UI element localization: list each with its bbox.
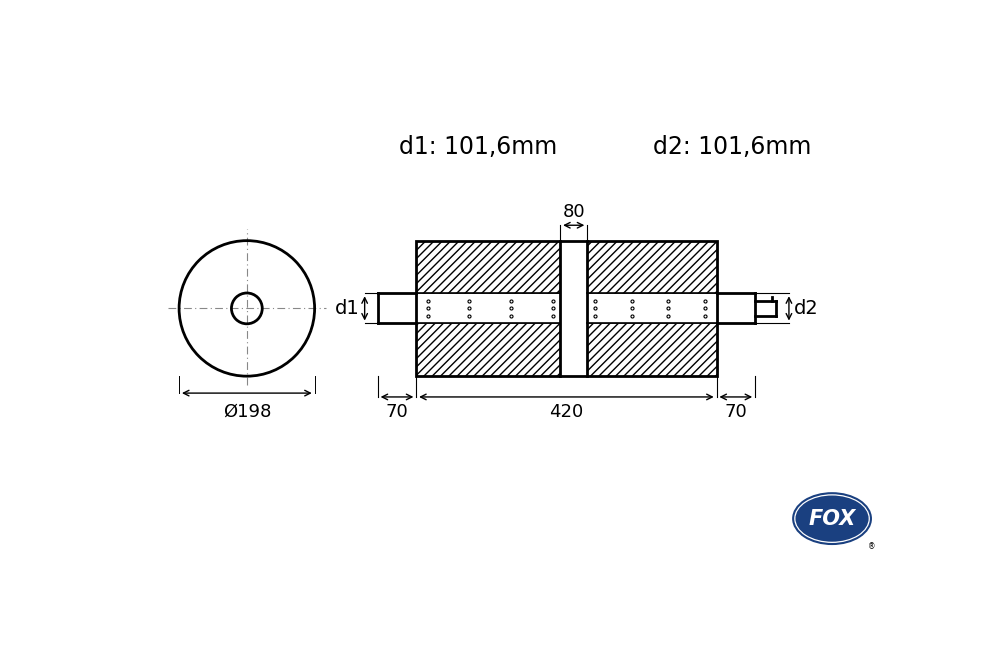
Text: d1: 101,6mm: d1: 101,6mm [399,135,557,159]
Text: 420: 420 [549,403,584,421]
Ellipse shape [795,495,869,542]
Bar [560,241,587,376]
Text: 70: 70 [724,403,747,421]
Text: 70: 70 [386,403,408,421]
Bar [416,241,717,376]
Bar [587,323,717,376]
Text: d2: d2 [794,299,818,318]
Bar [587,241,717,293]
Text: FOX: FOX [808,509,856,529]
Text: Ø198: Ø198 [223,402,271,421]
Text: d2: 101,6mm: d2: 101,6mm [653,135,811,159]
Bar [416,323,560,376]
Text: ®: ® [868,542,875,551]
Text: d1: d1 [335,299,360,318]
Bar [416,241,560,293]
Bar [416,241,717,376]
Text: 80: 80 [562,203,585,221]
